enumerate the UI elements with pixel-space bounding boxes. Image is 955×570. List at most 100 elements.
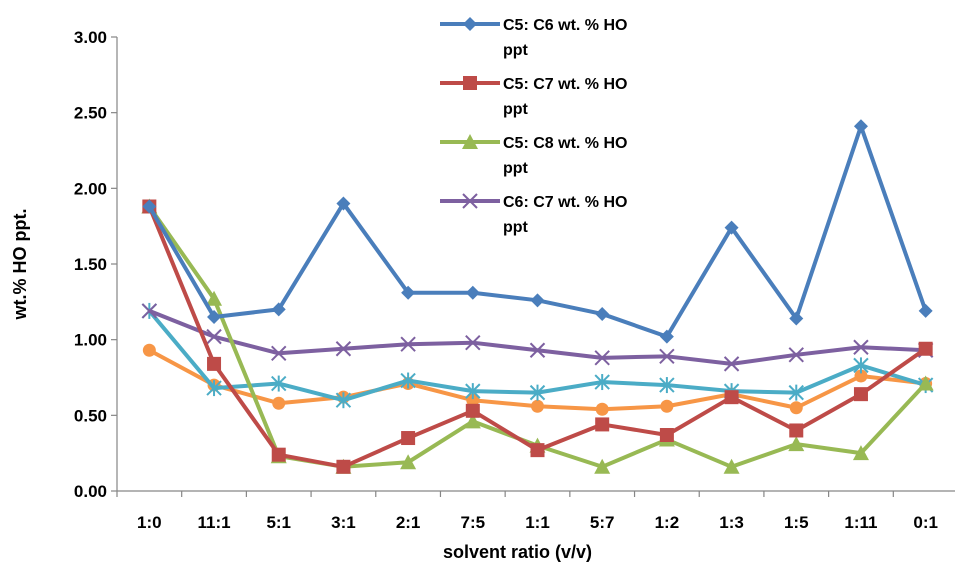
x-tick-label: 11:1 xyxy=(197,513,230,532)
data-point-stroke xyxy=(788,347,804,363)
data-point xyxy=(531,399,544,413)
legend-label: ppt xyxy=(503,42,529,59)
data-point xyxy=(917,375,934,391)
data-point xyxy=(529,342,546,358)
legend-label: ppt xyxy=(503,101,529,118)
legend-label: C5: C6 wt. % HO xyxy=(503,17,627,34)
data-point xyxy=(789,423,804,438)
data-point xyxy=(595,306,610,321)
x-tick-label: 5:1 xyxy=(266,513,291,532)
data-point-stroke xyxy=(723,356,740,372)
data-point xyxy=(465,383,481,400)
data-point xyxy=(271,302,286,317)
data-point-stroke xyxy=(529,342,546,358)
data-point-stroke xyxy=(659,348,675,365)
x-tick-label: 1:11 xyxy=(844,513,877,532)
data-point xyxy=(918,341,933,356)
y-axis-title: wt.% HO ppt. xyxy=(10,209,30,321)
data-point xyxy=(463,17,477,31)
data-point xyxy=(271,375,287,392)
data-point-stroke xyxy=(271,345,287,361)
y-tick-label: 1.50 xyxy=(74,255,107,274)
series-layer xyxy=(141,119,934,474)
data-point xyxy=(594,374,610,391)
data-point xyxy=(462,193,478,209)
data-point-stroke xyxy=(594,350,610,366)
y-axis-ticks: 0.00 0.50 1.00 1.50 2.00 2.50 3.00 xyxy=(74,28,117,501)
data-point xyxy=(724,390,739,405)
data-point xyxy=(142,199,157,214)
data-point xyxy=(466,393,480,407)
x-tick-label: 1:3 xyxy=(719,513,744,532)
data-point-stroke xyxy=(141,303,158,319)
y-tick-label: 3.00 xyxy=(74,28,107,47)
data-point xyxy=(852,445,869,461)
data-point xyxy=(206,290,223,306)
data-point xyxy=(335,341,352,357)
series-line xyxy=(147,205,928,469)
legend-label: C5: C8 wt. % HO xyxy=(503,135,627,152)
data-point xyxy=(272,396,286,410)
data-point xyxy=(660,399,674,413)
legend-item: C5: C6 wt. % HO ppt xyxy=(440,17,627,59)
data-point xyxy=(207,356,222,371)
y-tick-label: 0.00 xyxy=(74,482,107,501)
data-point xyxy=(400,336,416,352)
data-point xyxy=(659,329,674,344)
series-4 xyxy=(141,303,934,372)
y-tick-label: 2.50 xyxy=(74,104,107,123)
data-point xyxy=(788,384,804,401)
legend-label: ppt xyxy=(503,219,529,236)
data-point xyxy=(853,387,868,402)
x-tick-label: 7:5 xyxy=(461,513,486,532)
data-point xyxy=(789,401,803,415)
legend-item: C5: C8 wt. % HO ppt xyxy=(440,134,627,177)
x-tick-label: 1:0 xyxy=(137,513,162,532)
data-point xyxy=(530,443,545,458)
x-tick-label: 1:5 xyxy=(784,513,809,532)
data-point xyxy=(271,447,286,462)
data-point xyxy=(788,436,805,452)
data-point xyxy=(659,428,674,443)
data-point xyxy=(336,459,351,474)
data-point xyxy=(594,458,611,474)
data-point xyxy=(529,384,546,401)
x-tick-label: 1:2 xyxy=(655,513,680,532)
data-point xyxy=(335,392,352,409)
data-point xyxy=(462,134,478,149)
data-point-stroke xyxy=(335,341,352,357)
data-point-stroke xyxy=(853,339,869,355)
data-point xyxy=(854,369,868,383)
x-tick-label: 1:1 xyxy=(525,513,550,532)
x-tick-label: 0:1 xyxy=(913,513,938,532)
data-point xyxy=(464,413,481,429)
data-point xyxy=(463,76,477,90)
data-point xyxy=(853,339,869,355)
data-point xyxy=(141,303,158,319)
data-point xyxy=(789,311,804,326)
data-point xyxy=(594,350,610,366)
y-tick-label: 2.00 xyxy=(74,179,107,198)
legend-item: C6: C7 wt. % HO ppt xyxy=(440,193,627,236)
data-point xyxy=(401,431,416,446)
data-point xyxy=(465,285,480,300)
data-point xyxy=(918,303,933,318)
legend-item: C5: C7 wt. % HO ppt xyxy=(440,76,627,118)
data-point xyxy=(530,293,545,308)
data-point xyxy=(465,334,481,351)
legend-label: C5: C7 wt. % HO xyxy=(503,76,627,93)
series-5 xyxy=(141,302,934,409)
series-3 xyxy=(141,198,934,474)
data-point-stroke xyxy=(465,334,481,351)
axes xyxy=(116,37,955,492)
data-point xyxy=(853,119,868,134)
data-point xyxy=(465,403,480,418)
x-tick-label: 5:7 xyxy=(590,513,615,532)
data-point-stroke xyxy=(400,336,416,352)
x-axis-title: solvent ratio (v/v) xyxy=(443,542,592,562)
legend-label: C6: C7 wt. % HO xyxy=(503,194,627,211)
data-point xyxy=(206,380,222,397)
data-point xyxy=(206,328,222,345)
